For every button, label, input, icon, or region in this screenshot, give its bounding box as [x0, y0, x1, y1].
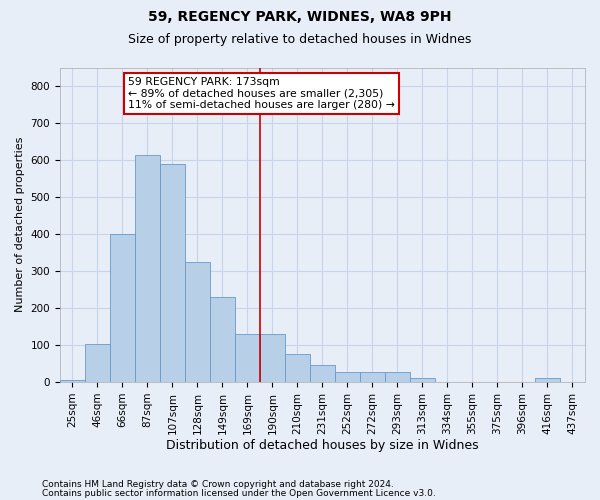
Bar: [60, 380, 85, 382]
Bar: [260, 334, 285, 382]
Bar: [410, 378, 435, 382]
Bar: [160, 164, 185, 382]
Bar: [110, 234, 135, 382]
Text: Size of property relative to detached houses in Widnes: Size of property relative to detached ho…: [128, 32, 472, 46]
Text: 59 REGENCY PARK: 173sqm
← 89% of detached houses are smaller (2,305)
11% of semi: 59 REGENCY PARK: 173sqm ← 89% of detache…: [128, 77, 395, 110]
Y-axis label: Number of detached properties: Number of detached properties: [15, 137, 25, 312]
Bar: [185, 262, 210, 382]
Bar: [135, 155, 160, 382]
Bar: [210, 297, 235, 382]
Text: 59, REGENCY PARK, WIDNES, WA8 9PH: 59, REGENCY PARK, WIDNES, WA8 9PH: [148, 10, 452, 24]
Bar: [235, 334, 260, 382]
Bar: [385, 372, 410, 382]
Bar: [285, 354, 310, 382]
X-axis label: Distribution of detached houses by size in Widnes: Distribution of detached houses by size …: [166, 440, 479, 452]
Bar: [360, 372, 385, 382]
Bar: [335, 372, 360, 382]
Bar: [535, 378, 560, 382]
Bar: [85, 344, 110, 382]
Text: Contains HM Land Registry data © Crown copyright and database right 2024.: Contains HM Land Registry data © Crown c…: [42, 480, 394, 489]
Text: Contains public sector information licensed under the Open Government Licence v3: Contains public sector information licen…: [42, 489, 436, 498]
Bar: [310, 364, 335, 382]
